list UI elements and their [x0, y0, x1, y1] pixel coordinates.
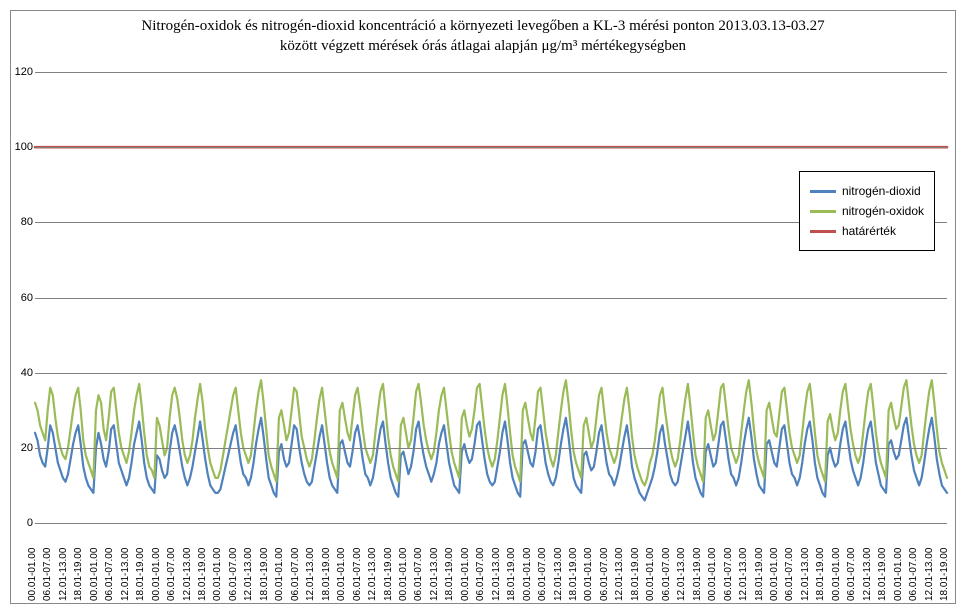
y-tick-label: 120 [13, 66, 33, 78]
x-tick-label: 00.01-01.00 [460, 525, 471, 601]
x-tick-label: 18.01-19.00 [692, 525, 703, 601]
x-tick-label: 12.01-13.00 [243, 525, 254, 601]
x-tick-label: 06.01-07.00 [352, 525, 363, 601]
x-tick-label: 12.01-13.00 [676, 525, 687, 601]
y-tick-label: 100 [13, 141, 33, 153]
legend-swatch-limit [810, 230, 836, 233]
x-tick-label: 12.01-13.00 [305, 525, 316, 601]
x-tick-label: 18.01-19.00 [259, 525, 270, 601]
gridline [35, 448, 947, 449]
legend-swatch-nox [810, 210, 836, 213]
x-tick-label: 12.01-13.00 [120, 525, 131, 601]
legend-label-nox: nitrogén-oxidok [842, 204, 924, 218]
x-tick-label: 06.01-07.00 [290, 525, 301, 601]
x-tick-label: 00.01-01.00 [769, 525, 780, 601]
legend-label-limit: határérték [842, 224, 896, 238]
x-tick-label: 18.01-19.00 [754, 525, 765, 601]
x-tick-label: 00.01-01.00 [212, 525, 223, 601]
x-tick-label: 06.01-07.00 [475, 525, 486, 601]
x-tick-label: 06.01-07.00 [228, 525, 239, 601]
x-tick-label: 12.01-13.00 [924, 525, 935, 601]
gridline [35, 72, 947, 73]
x-tick-label: 12.01-13.00 [553, 525, 564, 601]
legend: nitrogén-dioxid nitrogén-oxidok határért… [799, 171, 935, 251]
x-tick-label: 06.01-07.00 [784, 525, 795, 601]
y-tick-label: 40 [13, 367, 33, 379]
x-tick-label: 06.01-07.00 [908, 525, 919, 601]
title-line-1: Nitrogén-oxidok és nitrogén-dioxid konce… [141, 18, 824, 34]
x-tick-label: 18.01-19.00 [939, 525, 950, 601]
x-tick-label: 00.01-01.00 [151, 525, 162, 601]
x-tick-label: 00.01-01.00 [583, 525, 594, 601]
x-tick-label: 06.01-07.00 [661, 525, 672, 601]
x-axis-labels: 00.01-01.00 06.01-07.00 12.01-13.00 18.01-1… [35, 525, 947, 601]
x-tick-label: 00.01-01.00 [27, 525, 38, 601]
x-tick-label: 18.01-19.00 [877, 525, 888, 601]
x-tick-label: 18.01-19.00 [197, 525, 208, 601]
x-tick-label: 06.01-07.00 [723, 525, 734, 601]
legend-item-limit: határérték [810, 224, 924, 238]
x-tick-label: 00.01-01.00 [89, 525, 100, 601]
x-tick-label: 12.01-13.00 [800, 525, 811, 601]
x-tick-label: 00.01-01.00 [645, 525, 656, 601]
gridline [35, 373, 947, 374]
x-tick-label: 06.01-07.00 [537, 525, 548, 601]
x-tick-label: 06.01-07.00 [104, 525, 115, 601]
x-tick-label: 18.01-19.00 [630, 525, 641, 601]
legend-swatch-no2 [810, 190, 836, 193]
x-tick-label: 18.01-19.00 [506, 525, 517, 601]
x-tick-label: 06.01-07.00 [599, 525, 610, 601]
x-tick-label: 12.01-13.00 [182, 525, 193, 601]
x-tick-label: 12.01-13.00 [491, 525, 502, 601]
legend-label-no2: nitrogén-dioxid [842, 184, 921, 198]
gridline [35, 147, 947, 148]
gridline [35, 523, 947, 524]
x-tick-label: 18.01-19.00 [135, 525, 146, 601]
gridline [35, 298, 947, 299]
title-line-2: között végzett mérések órás átlagai alap… [280, 38, 686, 54]
x-tick-label: 18.01-19.00 [568, 525, 579, 601]
x-tick-label: 06.01-07.00 [846, 525, 857, 601]
x-tick-label: 18.01-19.00 [321, 525, 332, 601]
x-tick-label: 18.01-19.00 [444, 525, 455, 601]
x-tick-label: 00.01-01.00 [274, 525, 285, 601]
x-tick-label: 06.01-07.00 [166, 525, 177, 601]
legend-item-nox: nitrogén-oxidok [810, 204, 924, 218]
chart-container: Nitrogén-oxidok és nitrogén-dioxid konce… [10, 10, 956, 604]
y-tick-label: 20 [13, 442, 33, 454]
x-tick-label: 00.01-01.00 [707, 525, 718, 601]
x-tick-label: 00.01-01.00 [398, 525, 409, 601]
series-no2 [35, 418, 947, 501]
x-tick-label: 12.01-13.00 [58, 525, 69, 601]
x-tick-label: 00.01-01.00 [336, 525, 347, 601]
y-tick-label: 80 [13, 216, 33, 228]
x-tick-label: 18.01-19.00 [73, 525, 84, 601]
legend-item-no2: nitrogén-dioxid [810, 184, 924, 198]
x-tick-label: 00.01-01.00 [831, 525, 842, 601]
x-tick-label: 12.01-13.00 [738, 525, 749, 601]
x-tick-label: 12.01-13.00 [367, 525, 378, 601]
x-tick-label: 00.01-01.00 [893, 525, 904, 601]
x-tick-label: 18.01-19.00 [815, 525, 826, 601]
x-tick-label: 12.01-13.00 [614, 525, 625, 601]
x-tick-label: 00.01-01.00 [522, 525, 533, 601]
x-tick-label: 18.01-19.00 [383, 525, 394, 601]
x-tick-label: 06.01-07.00 [42, 525, 53, 601]
x-tick-label: 12.01-13.00 [429, 525, 440, 601]
x-tick-label: 12.01-13.00 [862, 525, 873, 601]
y-tick-label: 60 [13, 292, 33, 304]
plot-area: 020406080100120 [35, 71, 947, 523]
chart-title: Nitrogén-oxidok és nitrogén-dioxid konce… [11, 11, 955, 56]
x-tick-label: 06.01-07.00 [413, 525, 424, 601]
